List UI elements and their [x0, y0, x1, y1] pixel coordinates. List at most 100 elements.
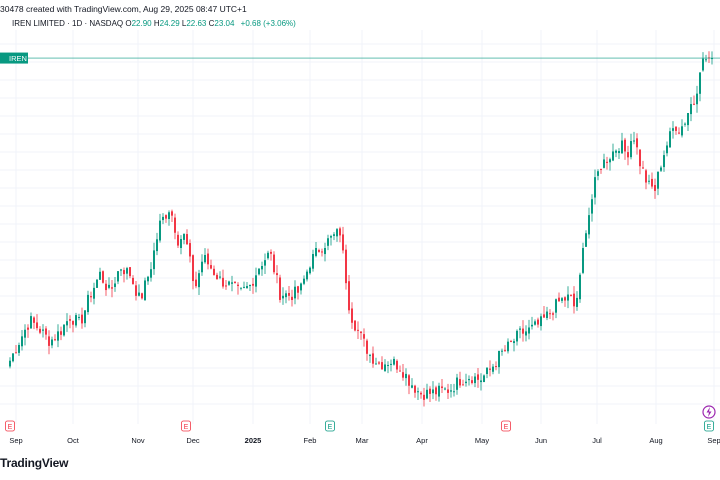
candle-body — [465, 381, 467, 384]
candle-body — [678, 132, 680, 134]
x-tick-label: Oct — [67, 436, 80, 445]
candle-body — [597, 171, 599, 176]
candle-body — [162, 216, 164, 221]
earnings-marker — [704, 420, 714, 432]
candle-body — [354, 320, 356, 331]
candle-body — [165, 215, 167, 219]
candle-body — [156, 239, 158, 252]
candle-body — [261, 266, 263, 270]
candle-body — [15, 352, 17, 354]
candle-body — [84, 310, 86, 324]
earnings-marker-label: E — [184, 424, 189, 431]
price-tag-box — [0, 52, 28, 64]
candle-body — [315, 247, 317, 256]
symbol-legend: IREN LIMITED · 1D · NASDAQ O22.90 H24.29… — [12, 19, 296, 28]
candle-body — [288, 293, 290, 296]
candle-body — [237, 284, 239, 287]
candle-body — [51, 339, 53, 346]
candle-body — [414, 385, 416, 393]
candle-body — [78, 316, 80, 318]
candle-body — [603, 159, 605, 168]
candle-body — [231, 282, 233, 284]
candle-body — [555, 299, 557, 313]
earnings-marker — [181, 420, 191, 432]
candle-body — [687, 113, 689, 126]
low-label: L — [181, 19, 187, 28]
candle-body — [342, 234, 344, 251]
candle-body — [45, 328, 47, 335]
price-chart[interactable]: IREN E E E E E Sep Oct Nov Dec 2025 Feb Mar Apr May J… — [0, 30, 720, 452]
candle-body — [267, 252, 269, 259]
candle-body — [444, 388, 446, 390]
earnings-marker-label: E — [707, 424, 712, 431]
candle-body — [420, 392, 422, 395]
candle-body — [189, 243, 191, 257]
candle-body — [645, 170, 647, 183]
candle-body — [411, 385, 413, 388]
candle-body — [588, 215, 590, 235]
earnings-marker — [501, 420, 511, 432]
candle-body — [429, 388, 431, 394]
candle-body — [360, 331, 362, 334]
candle-body — [174, 217, 176, 233]
candle-body — [12, 353, 14, 362]
candle-body — [36, 322, 38, 329]
candle-body — [270, 251, 272, 254]
candle-body — [201, 261, 203, 273]
chart-created-line: 30478 created with TradingView.com, Aug … — [0, 4, 247, 14]
candle-body — [690, 104, 692, 115]
candle-body — [705, 59, 707, 61]
candle-body — [537, 319, 539, 325]
x-tick-label: 2025 — [245, 436, 262, 445]
candle-body — [312, 253, 314, 269]
candle-body — [282, 295, 284, 299]
earnings-marker-label: E — [8, 424, 13, 431]
candle-body — [612, 151, 614, 161]
candle-body — [234, 281, 236, 284]
candle-body — [303, 278, 305, 284]
candle-body — [594, 177, 596, 198]
candle-body — [651, 178, 653, 187]
candle-body — [69, 319, 71, 321]
candle-body — [120, 269, 122, 271]
candle-body — [81, 314, 83, 324]
candle-body — [630, 141, 632, 158]
price-tag: IREN — [0, 52, 28, 64]
candle-body — [654, 185, 656, 191]
candle-body — [9, 360, 11, 367]
candle-body — [339, 228, 341, 236]
earnings-marker — [325, 420, 335, 432]
candle-body — [399, 370, 401, 372]
candle-body — [477, 374, 479, 380]
candle-body — [636, 138, 638, 148]
candle-body — [435, 387, 437, 395]
candle-body — [96, 279, 98, 288]
candle-body — [648, 180, 650, 182]
candle-body — [249, 284, 251, 287]
candle-body — [258, 268, 260, 275]
x-tick-label: Nov — [131, 436, 145, 445]
candle-body — [684, 123, 686, 125]
candle-body — [657, 171, 659, 189]
candle-body — [72, 321, 74, 325]
candle-body — [216, 274, 218, 280]
candle-body — [345, 249, 347, 284]
tradingview-logo: TradingView — [0, 456, 68, 470]
candle-body — [582, 248, 584, 273]
close-label: C — [208, 19, 215, 28]
earnings-marker — [5, 420, 15, 432]
candle-body — [141, 293, 143, 299]
candle-body — [75, 315, 77, 326]
candle-body — [693, 103, 695, 105]
brand-text: TradingView — [0, 456, 69, 470]
candle-body — [336, 229, 338, 237]
event-icon[interactable] — [702, 405, 716, 419]
candle-body — [33, 317, 35, 323]
candle-body — [21, 336, 23, 347]
candle-body — [384, 364, 386, 371]
candle-body — [663, 155, 665, 168]
candle-body — [192, 255, 194, 282]
candle-body — [408, 375, 410, 386]
candle-body — [225, 285, 227, 287]
